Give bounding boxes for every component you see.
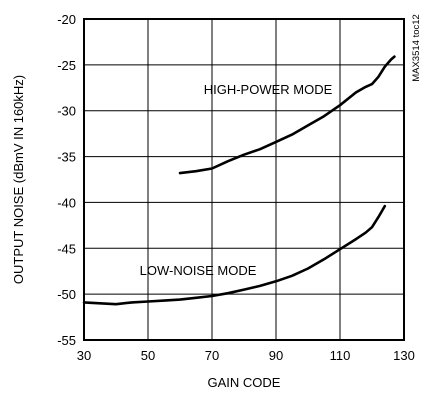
y-tick-label: -25 — [57, 58, 76, 73]
y-tick-labels: -20 -25 -30 -35 -40 -45 -50 -55 — [57, 12, 76, 348]
series-lines — [82, 55, 396, 306]
y-tick-label: -50 — [57, 287, 76, 302]
x-tick-labels: 30 50 70 90 110 130 — [77, 348, 415, 363]
series-label: HIGH-POWER MODE — [204, 82, 333, 97]
y-tick-label: -20 — [57, 12, 76, 27]
grid — [84, 19, 404, 340]
y-tick-label: -55 — [57, 333, 76, 348]
series-annotations: HIGH-POWER MODE LOW-NOISE MODE — [140, 82, 333, 278]
y-tick-label: -35 — [57, 150, 76, 165]
series-line-0 — [178, 55, 396, 175]
y-tick-label: -40 — [57, 195, 76, 210]
x-tick-label: 90 — [269, 348, 283, 363]
x-axis-label: GAIN CODE — [208, 375, 281, 390]
series-label: LOW-NOISE MODE — [140, 263, 257, 278]
figure-id: MAX3514 toc12 — [411, 14, 422, 82]
x-tick-label: 70 — [205, 348, 219, 363]
plot-frame — [83, 18, 405, 341]
series-line-1 — [82, 204, 387, 306]
x-tick-label: 50 — [141, 348, 155, 363]
x-tick-label: 30 — [77, 348, 91, 363]
y-axis-label: OUTPUT NOISE (dBmV IN 160kHz) — [11, 75, 26, 284]
y-tick-label: -30 — [57, 104, 76, 119]
x-tick-label: 130 — [393, 348, 415, 363]
x-tick-label: 110 — [330, 348, 351, 363]
y-tick-label: -45 — [57, 241, 76, 256]
